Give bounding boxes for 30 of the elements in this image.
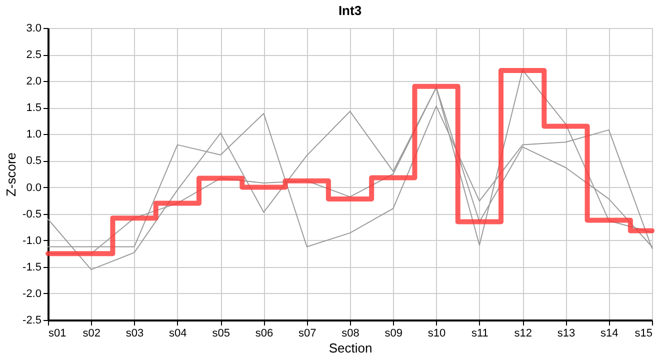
x-tick-label: s09 — [384, 328, 403, 340]
y-tick-label: 3.0 — [26, 22, 42, 34]
x-tick-label: s11 — [471, 328, 488, 340]
y-tick-label: 0.0 — [26, 182, 42, 194]
x-tick-label: s14 — [600, 328, 618, 340]
x-tick-label: s13 — [557, 328, 576, 340]
y-tick-label: -1.0 — [22, 234, 42, 247]
x-tick-label: s10 — [428, 328, 446, 340]
x-tick-label: s08 — [342, 328, 360, 340]
x-tick-label: s02 — [82, 328, 101, 340]
x-tick-label: s15 — [634, 328, 652, 340]
y-tick-label: -2.0 — [22, 288, 42, 300]
x-axis-title: Section — [328, 340, 372, 356]
y-tick-label: 2.0 — [26, 76, 42, 88]
x-tick-label: s06 — [255, 328, 274, 340]
y-tick-label: -1.5 — [22, 261, 42, 274]
y-tick-label: 1.5 — [26, 102, 42, 114]
x-tick-label: s03 — [126, 328, 144, 340]
y-tick-label: -2.5 — [22, 314, 42, 326]
y-tick-label: 0.5 — [26, 155, 42, 168]
x-tick-label: s04 — [169, 328, 187, 340]
y-axis-title: Z-score — [4, 152, 19, 197]
x-tick-label: s05 — [212, 328, 230, 340]
x-tick-label: s12 — [514, 328, 532, 340]
y-tick-label: 2.5 — [26, 49, 42, 62]
x-tick-label: s07 — [298, 328, 316, 340]
x-tick-label: s01 — [48, 328, 66, 340]
chart-title: Int3 — [338, 3, 362, 18]
y-tick-label: 1.0 — [26, 128, 42, 141]
y-tick-label: -0.5 — [22, 208, 42, 220]
